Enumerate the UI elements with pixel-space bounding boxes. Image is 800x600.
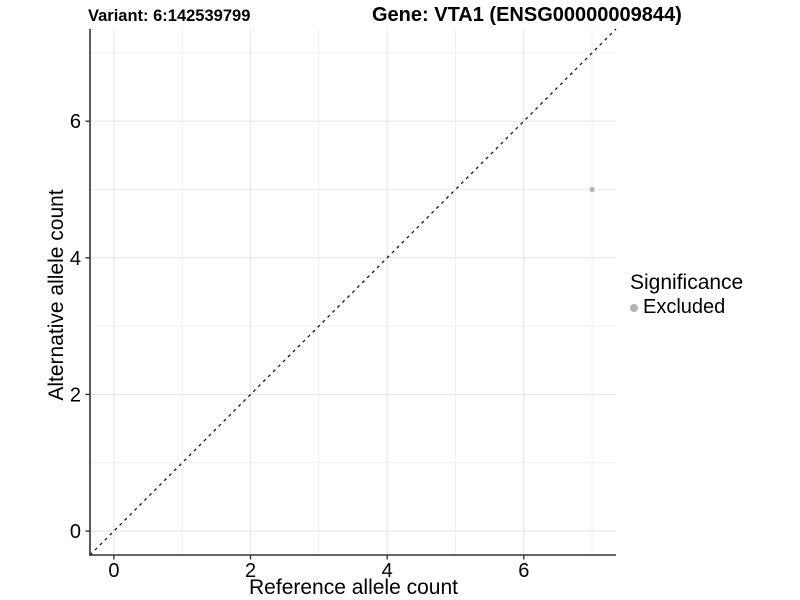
y-tick-label: 6 bbox=[70, 111, 81, 133]
y-tick-label: 0 bbox=[70, 521, 81, 543]
legend-item-excluded: Excluded bbox=[630, 297, 743, 318]
legend: Significance Excluded bbox=[630, 271, 744, 318]
identity-line bbox=[89, 28, 617, 556]
x-tick-label: 6 bbox=[518, 560, 529, 582]
gene-title: Gene: VTA1 (ENSG00000009844) bbox=[372, 4, 682, 26]
data-point bbox=[589, 186, 595, 193]
x-axis-title: Reference allele count bbox=[249, 576, 458, 599]
variant-title: Variant: 6:142539799 bbox=[88, 7, 251, 25]
excluded-dot-icon bbox=[630, 303, 638, 312]
x-tick-label: 2 bbox=[245, 560, 256, 582]
x-tick-label: 0 bbox=[108, 560, 119, 582]
y-tick-label: 2 bbox=[70, 384, 81, 406]
y-axis-title: Alternative allele count bbox=[45, 189, 68, 401]
legend-item-label: Excluded bbox=[643, 296, 726, 319]
legend-title: Significance bbox=[630, 271, 744, 294]
y-tick-label: 4 bbox=[70, 248, 81, 270]
x-tick-label: 4 bbox=[382, 560, 393, 582]
